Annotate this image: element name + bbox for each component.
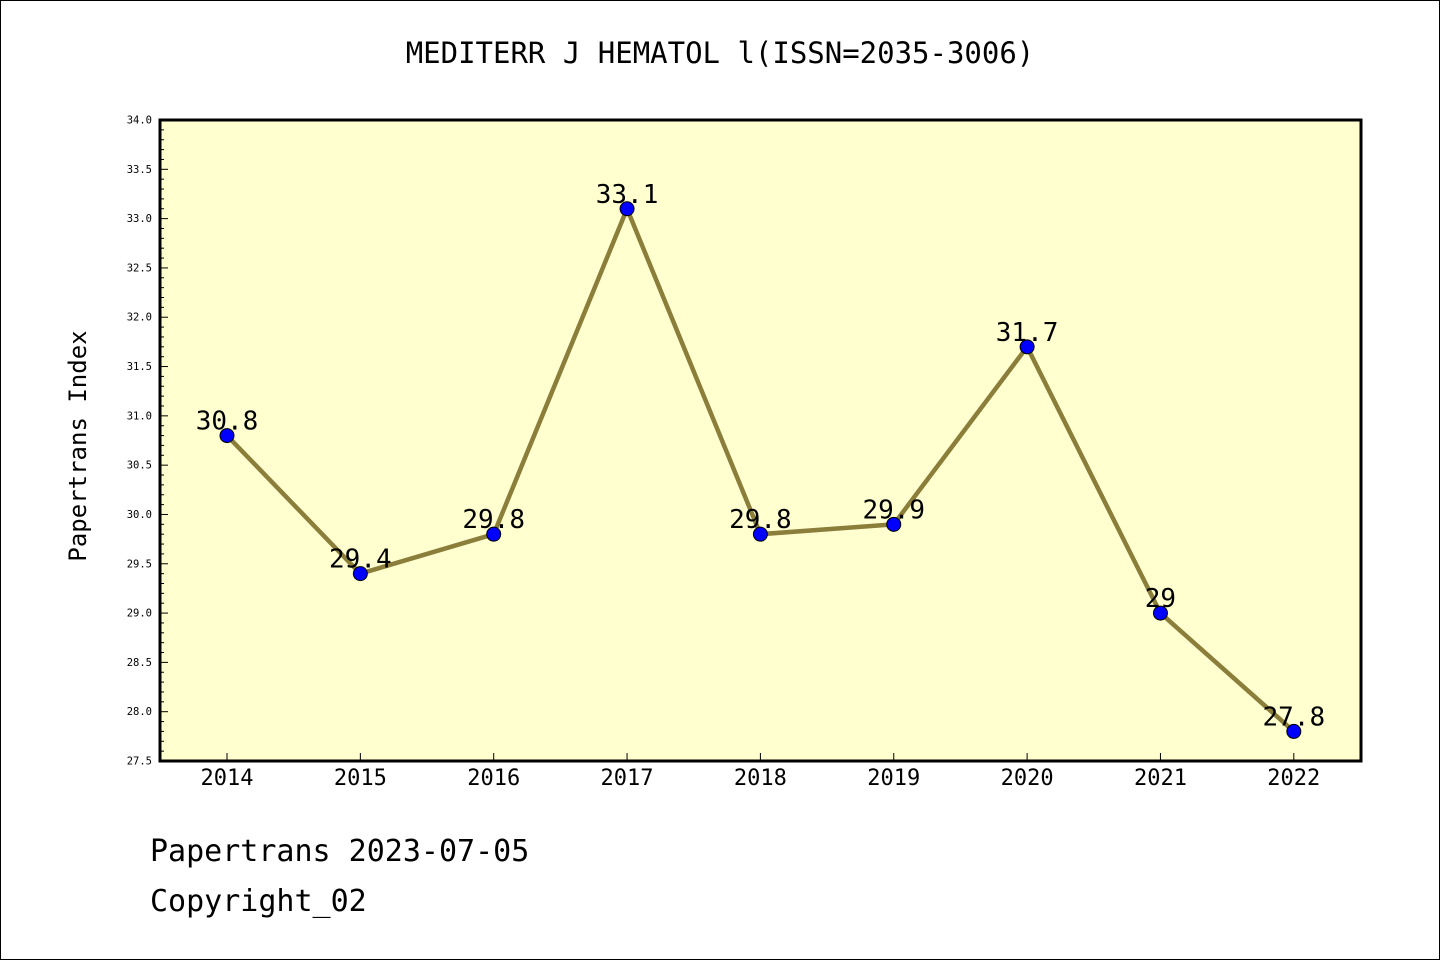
data-point: [1286, 723, 1302, 739]
data-label: 30.8: [196, 407, 259, 437]
y-tick-label: 28.0: [127, 706, 152, 718]
y-tick-label: 32.5: [127, 262, 152, 274]
y-tick-label: 33.0: [127, 213, 152, 225]
x-tick-label: 2015: [334, 766, 387, 791]
x-tick-label: 2021: [1134, 766, 1187, 791]
data-label: 29.4: [329, 545, 392, 575]
y-tick-label: 29.0: [127, 608, 152, 620]
y-tick-label: 33.5: [127, 164, 152, 176]
x-tick-label: 2018: [734, 766, 787, 791]
y-tick-label: 30.0: [127, 509, 152, 521]
y-tick-label: 30.5: [127, 460, 152, 472]
data-label: 29.8: [462, 505, 525, 535]
y-tick-label: 34.0: [127, 115, 152, 127]
y-tick-label: 31.5: [127, 361, 152, 373]
data-label: 27.8: [1262, 702, 1325, 732]
y-tick-label: 27.5: [127, 756, 152, 768]
data-point: [1019, 339, 1035, 355]
plot-border: [158, 118, 1363, 763]
data-point: [886, 516, 902, 532]
data-point: [619, 201, 635, 217]
y-tick-label: 32.0: [127, 312, 152, 324]
data-point: [352, 566, 368, 582]
x-tick-label: 2022: [1267, 766, 1320, 791]
y-tick-label: 28.5: [127, 657, 152, 669]
data-label: 29.9: [862, 495, 925, 525]
y-tick-label: 29.5: [127, 558, 152, 570]
x-tick-label: 2014: [201, 766, 254, 791]
x-tick-label: 2019: [867, 766, 920, 791]
x-tick-label: 2016: [467, 766, 520, 791]
data-label: 31.7: [996, 318, 1059, 348]
data-label: 29: [1145, 584, 1176, 614]
chart-title: MEDITERR J HEMATOL l(ISSN=2035-3006): [405, 36, 1035, 70]
data-point: [1152, 605, 1168, 621]
footer-copyright: Copyright_02: [150, 884, 367, 919]
data-label: 33.1: [596, 180, 659, 210]
x-tick-label: 2020: [1001, 766, 1054, 791]
y-tick-label: 31.0: [127, 410, 152, 422]
data-point: [752, 526, 768, 542]
data-point: [219, 428, 235, 444]
plot-background: [160, 120, 1361, 761]
data-label: 29.8: [729, 505, 792, 535]
x-tick-label: 2017: [601, 766, 654, 791]
data-point: [486, 526, 502, 542]
footer-date: Papertrans 2023-07-05: [150, 834, 530, 869]
